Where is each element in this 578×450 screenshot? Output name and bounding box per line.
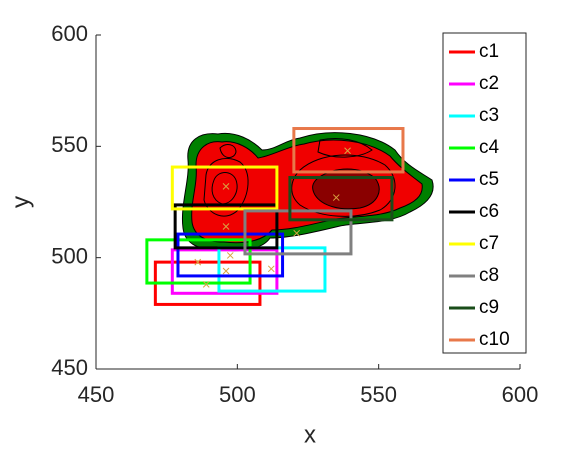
y-tick-label: 500 — [51, 243, 88, 268]
center-marker — [332, 194, 340, 201]
y-tick-label: 600 — [51, 21, 88, 46]
x-axis-label: x — [304, 421, 316, 448]
center-marker — [293, 229, 301, 237]
legend-label: c6 — [479, 201, 499, 222]
center-marker — [226, 252, 234, 259]
cluster-box — [170, 248, 279, 295]
cluster-box — [170, 165, 279, 211]
center-marker — [222, 267, 230, 275]
x-tick-label: 500 — [219, 382, 256, 407]
legend-label: c1 — [479, 41, 499, 62]
legend-label: c9 — [479, 297, 499, 318]
cluster-box — [292, 127, 405, 174]
y-axis-label: y — [7, 196, 34, 208]
center-marker — [344, 147, 351, 155]
legend — [442, 32, 527, 354]
legend-label: c10 — [479, 329, 510, 350]
center-marker — [222, 223, 230, 230]
x-tick-label: 600 — [502, 382, 539, 407]
center-marker — [194, 258, 202, 266]
y-tick-label: 450 — [51, 355, 88, 380]
cluster-box — [173, 203, 279, 250]
cluster-box — [288, 176, 394, 222]
cluster-box — [145, 238, 252, 285]
legend-label: c4 — [479, 137, 500, 158]
legend-label: c3 — [479, 105, 499, 126]
legend-label: c7 — [479, 233, 499, 254]
center-marker — [202, 281, 210, 288]
legend-label: c2 — [479, 73, 499, 94]
legend-label: c5 — [479, 169, 499, 190]
center-marker — [222, 183, 230, 190]
x-tick-label: 550 — [360, 382, 397, 407]
cluster-box — [243, 209, 353, 256]
legend-label: c8 — [479, 265, 499, 286]
y-tick-label: 550 — [51, 132, 88, 157]
center-marker — [267, 265, 275, 273]
x-tick-label: 450 — [78, 382, 115, 407]
